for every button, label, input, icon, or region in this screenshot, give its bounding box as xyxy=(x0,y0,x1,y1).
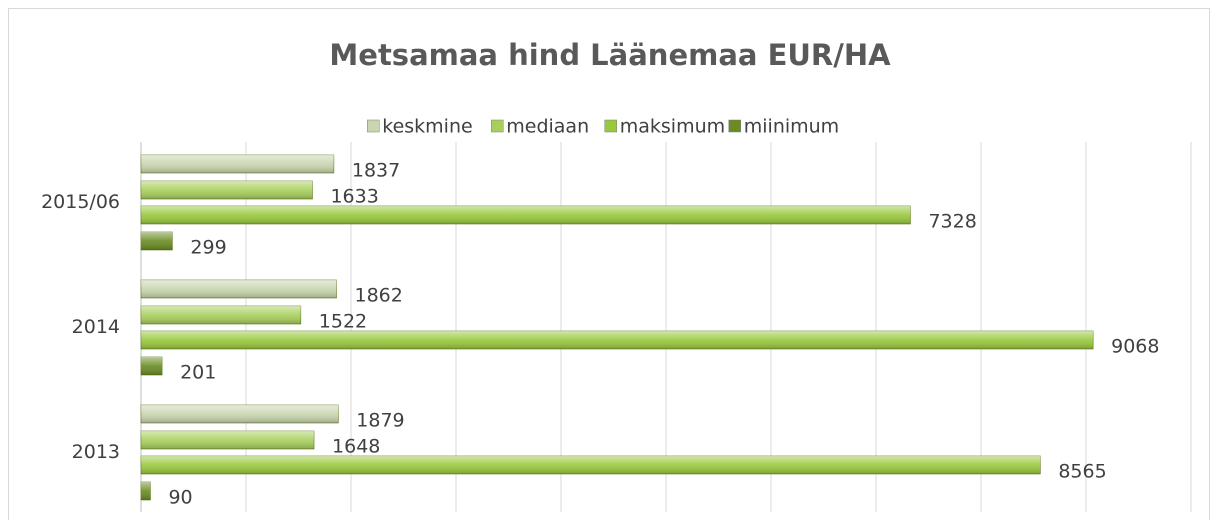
data-label: 1633 xyxy=(330,186,378,208)
bar-shine xyxy=(141,482,151,500)
data-label: 1648 xyxy=(332,436,380,458)
bar-shine xyxy=(141,306,301,324)
legend-label: keskmine xyxy=(382,116,472,138)
legend-label: miinimum xyxy=(744,116,839,138)
bar-shine xyxy=(141,206,911,224)
legend-swatch xyxy=(491,119,504,133)
data-label: 1837 xyxy=(352,160,400,182)
legend-label: mediaan xyxy=(506,116,589,138)
legend-swatch xyxy=(728,119,741,133)
data-label: 201 xyxy=(180,362,216,384)
y-tick-label: 2014 xyxy=(72,316,120,338)
bar-shine xyxy=(141,232,173,250)
data-label: 1862 xyxy=(355,285,403,307)
bar-shine xyxy=(141,331,1094,349)
y-tick-label: 2015/06 xyxy=(41,191,120,213)
data-label: 9068 xyxy=(1111,336,1159,358)
legend-swatch xyxy=(604,119,617,133)
bar-shine xyxy=(141,181,313,199)
legend-swatch xyxy=(367,119,380,133)
data-label: 90 xyxy=(168,487,192,509)
data-label: 1522 xyxy=(319,311,367,333)
bar-shine xyxy=(141,280,337,298)
chart-title: Metsamaa hind Läänemaa EUR/HA xyxy=(329,38,891,72)
data-label: 299 xyxy=(190,237,226,259)
bar-shine xyxy=(141,431,315,449)
bar-shine xyxy=(141,405,339,423)
data-label: 7328 xyxy=(928,211,976,233)
bar-shine xyxy=(141,155,334,173)
data-label: 1879 xyxy=(356,410,404,432)
data-label: 8565 xyxy=(1058,461,1106,483)
bar-shine xyxy=(141,357,163,375)
legend-label: maksimum xyxy=(620,116,725,138)
y-tick-label: 2013 xyxy=(72,441,120,463)
bar-shine xyxy=(141,456,1041,474)
